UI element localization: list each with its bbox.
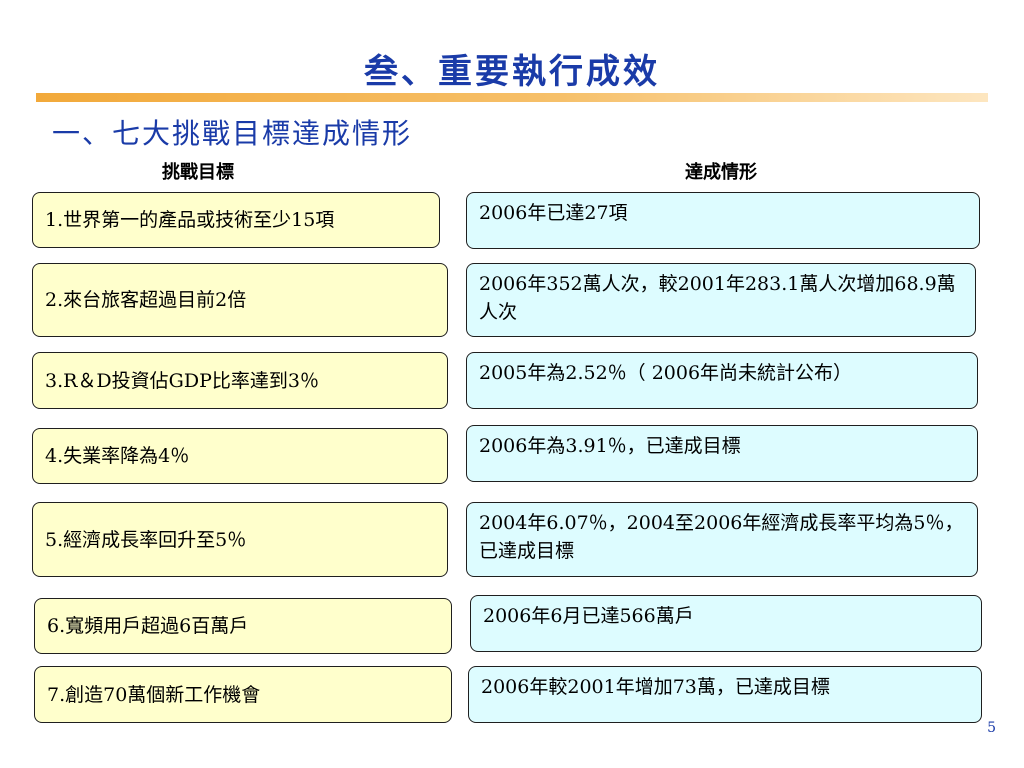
status-box: 2006年6月已達566萬戶 [470, 595, 982, 652]
status-box: 2006年較2001年增加73萬，已達成目標 [468, 666, 982, 723]
status-box: 2004年6.07％，2004至2006年經濟成長率平均為5％，已達成目標 [466, 502, 978, 577]
goal-text: 1.世界第一的產品或技術至少15項 [45, 209, 335, 231]
status-box: 2006年為3.91％，已達成目標 [466, 425, 978, 482]
slide-title: 叁、重要執行成效 [364, 52, 660, 92]
goal-text: 5.經濟成長率回升至5％ [45, 528, 247, 551]
goal-text: 2.來台旅客超過目前2倍 [45, 289, 247, 311]
goal-box: 3.R＆D投資佔GDP比率達到3％ [32, 352, 448, 409]
title-divider [36, 93, 988, 102]
status-box: 2005年為2.52％（ 2006年尚未統計公布） [466, 352, 978, 409]
goal-text: 3.R＆D投資佔GDP比率達到3％ [45, 369, 319, 392]
goal-box: 7.創造70萬個新工作機會 [34, 666, 452, 723]
goal-box: 4.失業率降為4％ [32, 428, 448, 484]
page-number: 5 [987, 720, 996, 736]
status-text: 2006年已達27項 [479, 202, 628, 224]
goal-text: 6.寬頻用戶超過6百萬戶 [47, 615, 249, 637]
status-box: 2006年已達27項 [466, 192, 980, 249]
goal-column-header: 挑戰目標 [162, 162, 234, 183]
status-text: 2005年為2.52％（ 2006年尚未統計公布） [479, 362, 853, 384]
status-text: 2006年為3.91％，已達成目標 [479, 435, 741, 457]
goal-text: 4.失業率降為4％ [45, 445, 190, 467]
slide-subtitle: 一、七大挑戰目標達成情形 [52, 117, 413, 150]
status-text: 2004年6.07％，2004至2006年經濟成長率平均為5％，已達成目標 [479, 512, 964, 562]
goal-box: 2.來台旅客超過目前2倍 [32, 263, 448, 337]
goal-box: 5.經濟成長率回升至5％ [32, 502, 448, 577]
status-text: 2006年6月已達566萬戶 [483, 605, 694, 627]
status-column-header: 達成情形 [685, 162, 757, 183]
status-text: 2006年較2001年增加73萬，已達成目標 [481, 676, 830, 698]
goal-box: 6.寬頻用戶超過6百萬戶 [34, 598, 452, 654]
status-box: 2006年352萬人次，較2001年283.1萬人次增加68.9萬人次 [466, 263, 976, 337]
goal-box: 1.世界第一的產品或技術至少15項 [32, 192, 440, 248]
goal-text: 7.創造70萬個新工作機會 [47, 683, 261, 706]
status-text: 2006年352萬人次，較2001年283.1萬人次增加68.9萬人次 [479, 273, 956, 323]
